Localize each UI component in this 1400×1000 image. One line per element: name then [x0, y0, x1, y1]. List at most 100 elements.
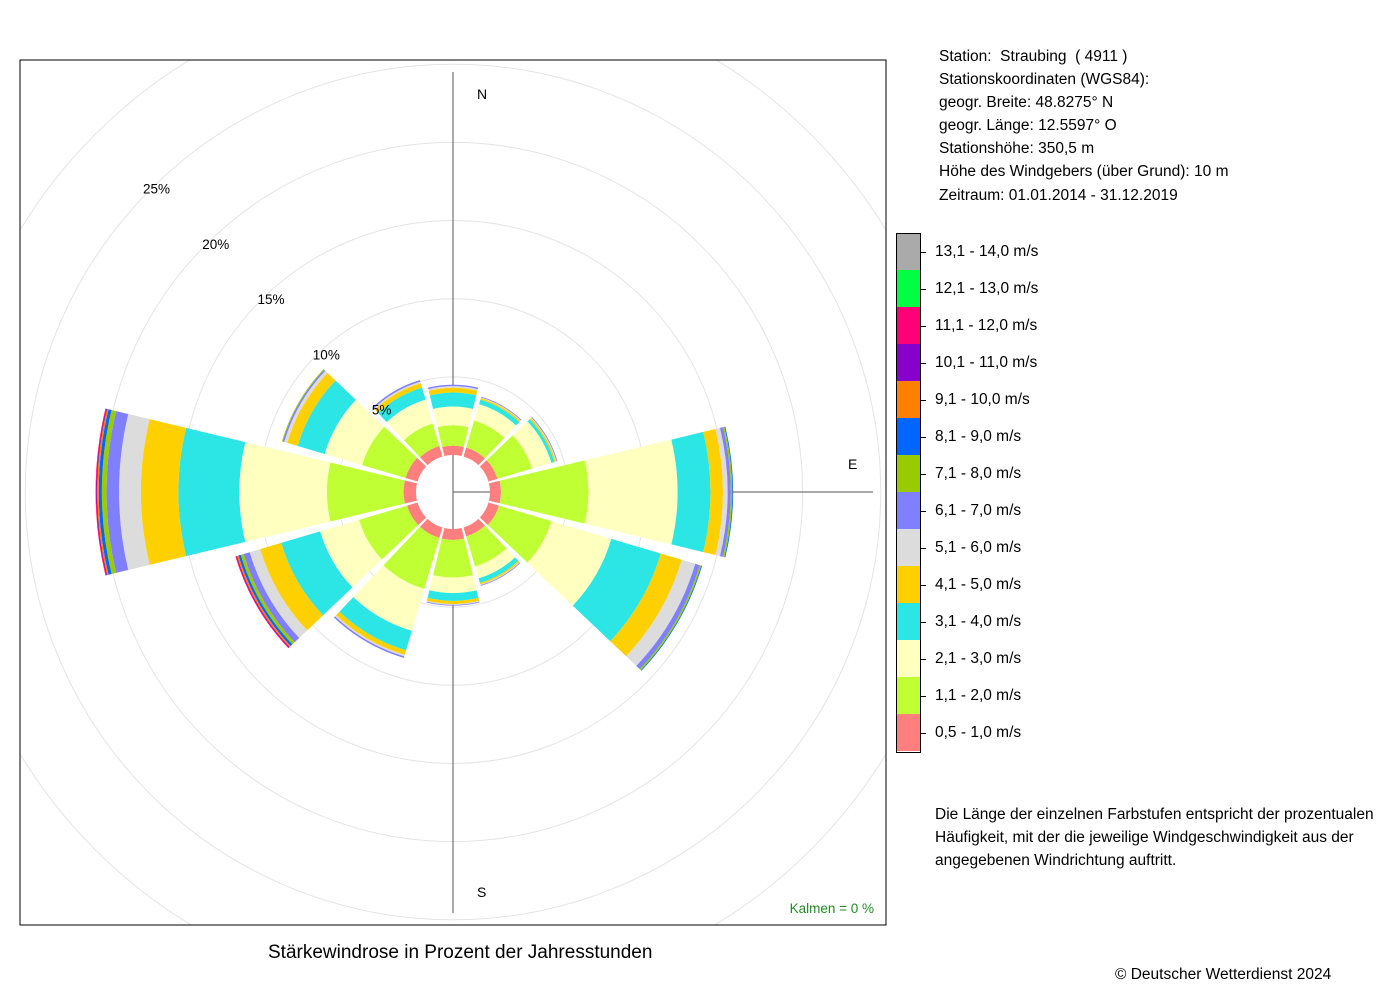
sector-band [466, 420, 505, 459]
sector-band [487, 505, 552, 563]
sector-band [466, 525, 507, 567]
chart-title: Stärkewindrose in Prozent der Jahresstun… [268, 942, 653, 963]
sector-band [407, 502, 427, 525]
sector-band [243, 552, 300, 643]
sector-band [386, 399, 433, 441]
calm-label: Kalmen = 0 % [790, 901, 874, 916]
sector-band [405, 457, 427, 482]
sector-band [359, 505, 419, 560]
sector-band [106, 411, 129, 573]
sector-band [420, 446, 443, 466]
legend-tick [920, 251, 926, 253]
legend-swatch [896, 233, 920, 270]
sector-band [626, 559, 696, 666]
sector-band [433, 538, 473, 578]
station-info-line: Station: Straubing ( 4911 ) [939, 48, 1128, 65]
sector-band [486, 435, 532, 479]
legend-item: 13,1 - 14,0 m/s [896, 233, 1096, 270]
sector-band [403, 423, 440, 458]
sector-band [403, 480, 418, 504]
sector-band [336, 611, 407, 655]
station-info-line: Höhe des Windgebers (über Grund): 10 m [939, 163, 1229, 181]
legend-tick [920, 510, 926, 512]
sector-band [297, 380, 356, 454]
legend-tick [920, 362, 926, 364]
legend-swatch [896, 455, 920, 492]
legend-swatch [896, 344, 920, 381]
legend-item: 10,1 - 11,0 m/s [896, 344, 1096, 381]
sector-band [426, 601, 480, 606]
legend-tick [920, 436, 926, 438]
legend-label: 3,1 - 4,0 m/s [935, 612, 1022, 630]
sector-band [527, 419, 555, 463]
radial-tick-label: 25% [143, 182, 170, 197]
legend-tick [920, 658, 926, 660]
legend-item: 2,1 - 3,0 m/s [896, 640, 1096, 677]
sector-band [527, 521, 612, 606]
legend-tick [920, 547, 926, 549]
sector-band [284, 370, 328, 443]
legend-item: 8,1 - 9,0 m/s [896, 418, 1096, 455]
legend-item: 3,1 - 4,0 m/s [896, 603, 1096, 640]
legend-item: 4,1 - 5,0 m/s [896, 566, 1096, 603]
sector-band [724, 426, 734, 558]
sector-90 [488, 426, 734, 558]
sector-band [723, 426, 733, 558]
sector-band [96, 408, 107, 576]
sector-band [428, 387, 478, 396]
sector-band [610, 553, 682, 657]
wind-sectors [95, 369, 734, 671]
station-info-line: geogr. Länge: 12.5597° O [939, 117, 1117, 135]
legend-tick [920, 621, 926, 623]
compass-label-e: E [848, 456, 857, 472]
sector-band [479, 399, 520, 426]
legend-item: 6,1 - 7,0 m/s [896, 492, 1096, 529]
sector-270 [95, 408, 418, 576]
sector-band [353, 565, 425, 631]
sector-band [320, 519, 382, 588]
legend-tick [920, 732, 926, 734]
legend-label: 11,1 - 12,0 m/s [935, 316, 1038, 334]
sector-60 [479, 417, 558, 482]
sector-210 [333, 518, 443, 658]
sector-band [119, 414, 150, 570]
sector-band [474, 404, 517, 438]
compass-label-n: N [477, 86, 487, 102]
sector-band [240, 554, 295, 645]
legend-swatch [896, 270, 920, 307]
sector-band [140, 419, 187, 565]
legend-swatch [896, 381, 920, 418]
sector-band [427, 384, 479, 390]
sector-band [480, 398, 521, 423]
sector-band [101, 410, 117, 574]
sector-band [703, 429, 723, 555]
legend-swatch [896, 714, 920, 751]
sector-band [362, 426, 418, 478]
legend-swatch [896, 566, 920, 603]
legend-label: 10,1 - 11,0 m/s [935, 353, 1038, 371]
legend-tick [920, 473, 926, 475]
legend-swatch [896, 603, 920, 640]
station-info-line: Stationskoordinaten (WGS84): [939, 71, 1150, 89]
station-info-line: Zeitraum: 01.01.2014 - 31.12.2019 [939, 186, 1178, 204]
legend-item: 11,1 - 12,0 m/s [896, 307, 1096, 344]
station-info-line: geogr. Breite: 48.8275° N [939, 94, 1114, 112]
sector-30 [463, 396, 522, 466]
sector-band [488, 480, 501, 504]
sector-band [479, 502, 499, 525]
legend-label: 12,1 - 13,0 m/s [935, 279, 1039, 297]
sector-band [479, 560, 520, 585]
legend-item: 5,1 - 6,0 m/s [896, 529, 1096, 566]
legend-swatch [896, 307, 920, 344]
legend-item: 1,1 - 2,0 m/s [896, 677, 1096, 714]
sector-band [437, 425, 469, 447]
sector-band [636, 563, 700, 670]
sector-band [671, 431, 711, 553]
legend-label: 4,1 - 5,0 m/s [935, 575, 1022, 593]
sector-band [463, 518, 485, 537]
radial-tick-labels: 5% 10% 15% 20% 25% [143, 182, 391, 418]
sector-band [475, 548, 516, 579]
sector-band [499, 460, 589, 524]
sector-band [427, 590, 479, 601]
